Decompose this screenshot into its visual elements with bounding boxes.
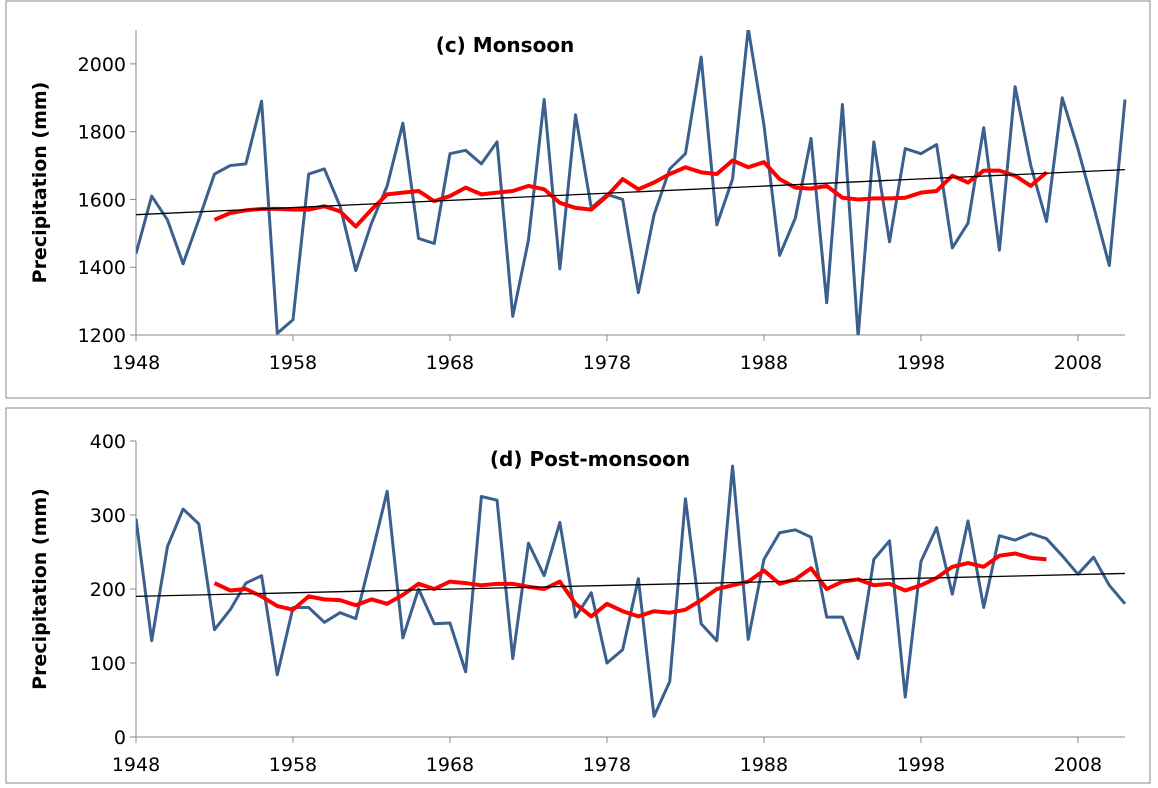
x-tick-label: 1978 [583, 352, 631, 374]
x-tick-label: 1998 [897, 352, 945, 374]
x-tick-label: 1988 [740, 352, 788, 374]
x-tick-label: 1978 [583, 754, 631, 776]
y-tick-label: 300 [90, 505, 126, 527]
y-tick-label: 0 [114, 727, 126, 749]
chart-title: (c) Monsoon [436, 33, 575, 57]
y-tick-label: 200 [90, 579, 126, 601]
y-tick-label: 1600 [78, 189, 126, 211]
x-tick-label: 1958 [269, 754, 317, 776]
y-axis-label: Precipitation (mm) [29, 488, 51, 690]
y-tick-label: 1800 [78, 122, 126, 144]
series-line [213, 158, 1048, 229]
x-tick-label: 1988 [740, 754, 788, 776]
series-line [136, 30, 1127, 335]
x-tick-label: 2008 [1054, 754, 1102, 776]
x-tick-label: 1968 [426, 754, 474, 776]
x-tick-label: 1998 [897, 754, 945, 776]
x-tick-label: 1968 [426, 352, 474, 374]
y-tick-label: 400 [90, 431, 126, 453]
x-tick-label: 2008 [1054, 352, 1102, 374]
y-axis-label: Precipitation (mm) [29, 82, 51, 284]
chart-title: (d) Post-monsoon [490, 447, 690, 471]
y-tick-label: 1200 [78, 325, 126, 347]
trend-line [135, 168, 1126, 216]
x-tick-label: 1948 [112, 754, 160, 776]
trend-line [135, 572, 1126, 598]
panel-frame [5, 0, 1151, 399]
x-tick-label: 1958 [269, 352, 317, 374]
y-tick-label: 2000 [78, 54, 126, 76]
series-line [213, 551, 1047, 619]
y-tick-label: 1400 [78, 257, 126, 279]
y-tick-label: 100 [90, 653, 126, 675]
x-tick-label: 1948 [112, 352, 160, 374]
